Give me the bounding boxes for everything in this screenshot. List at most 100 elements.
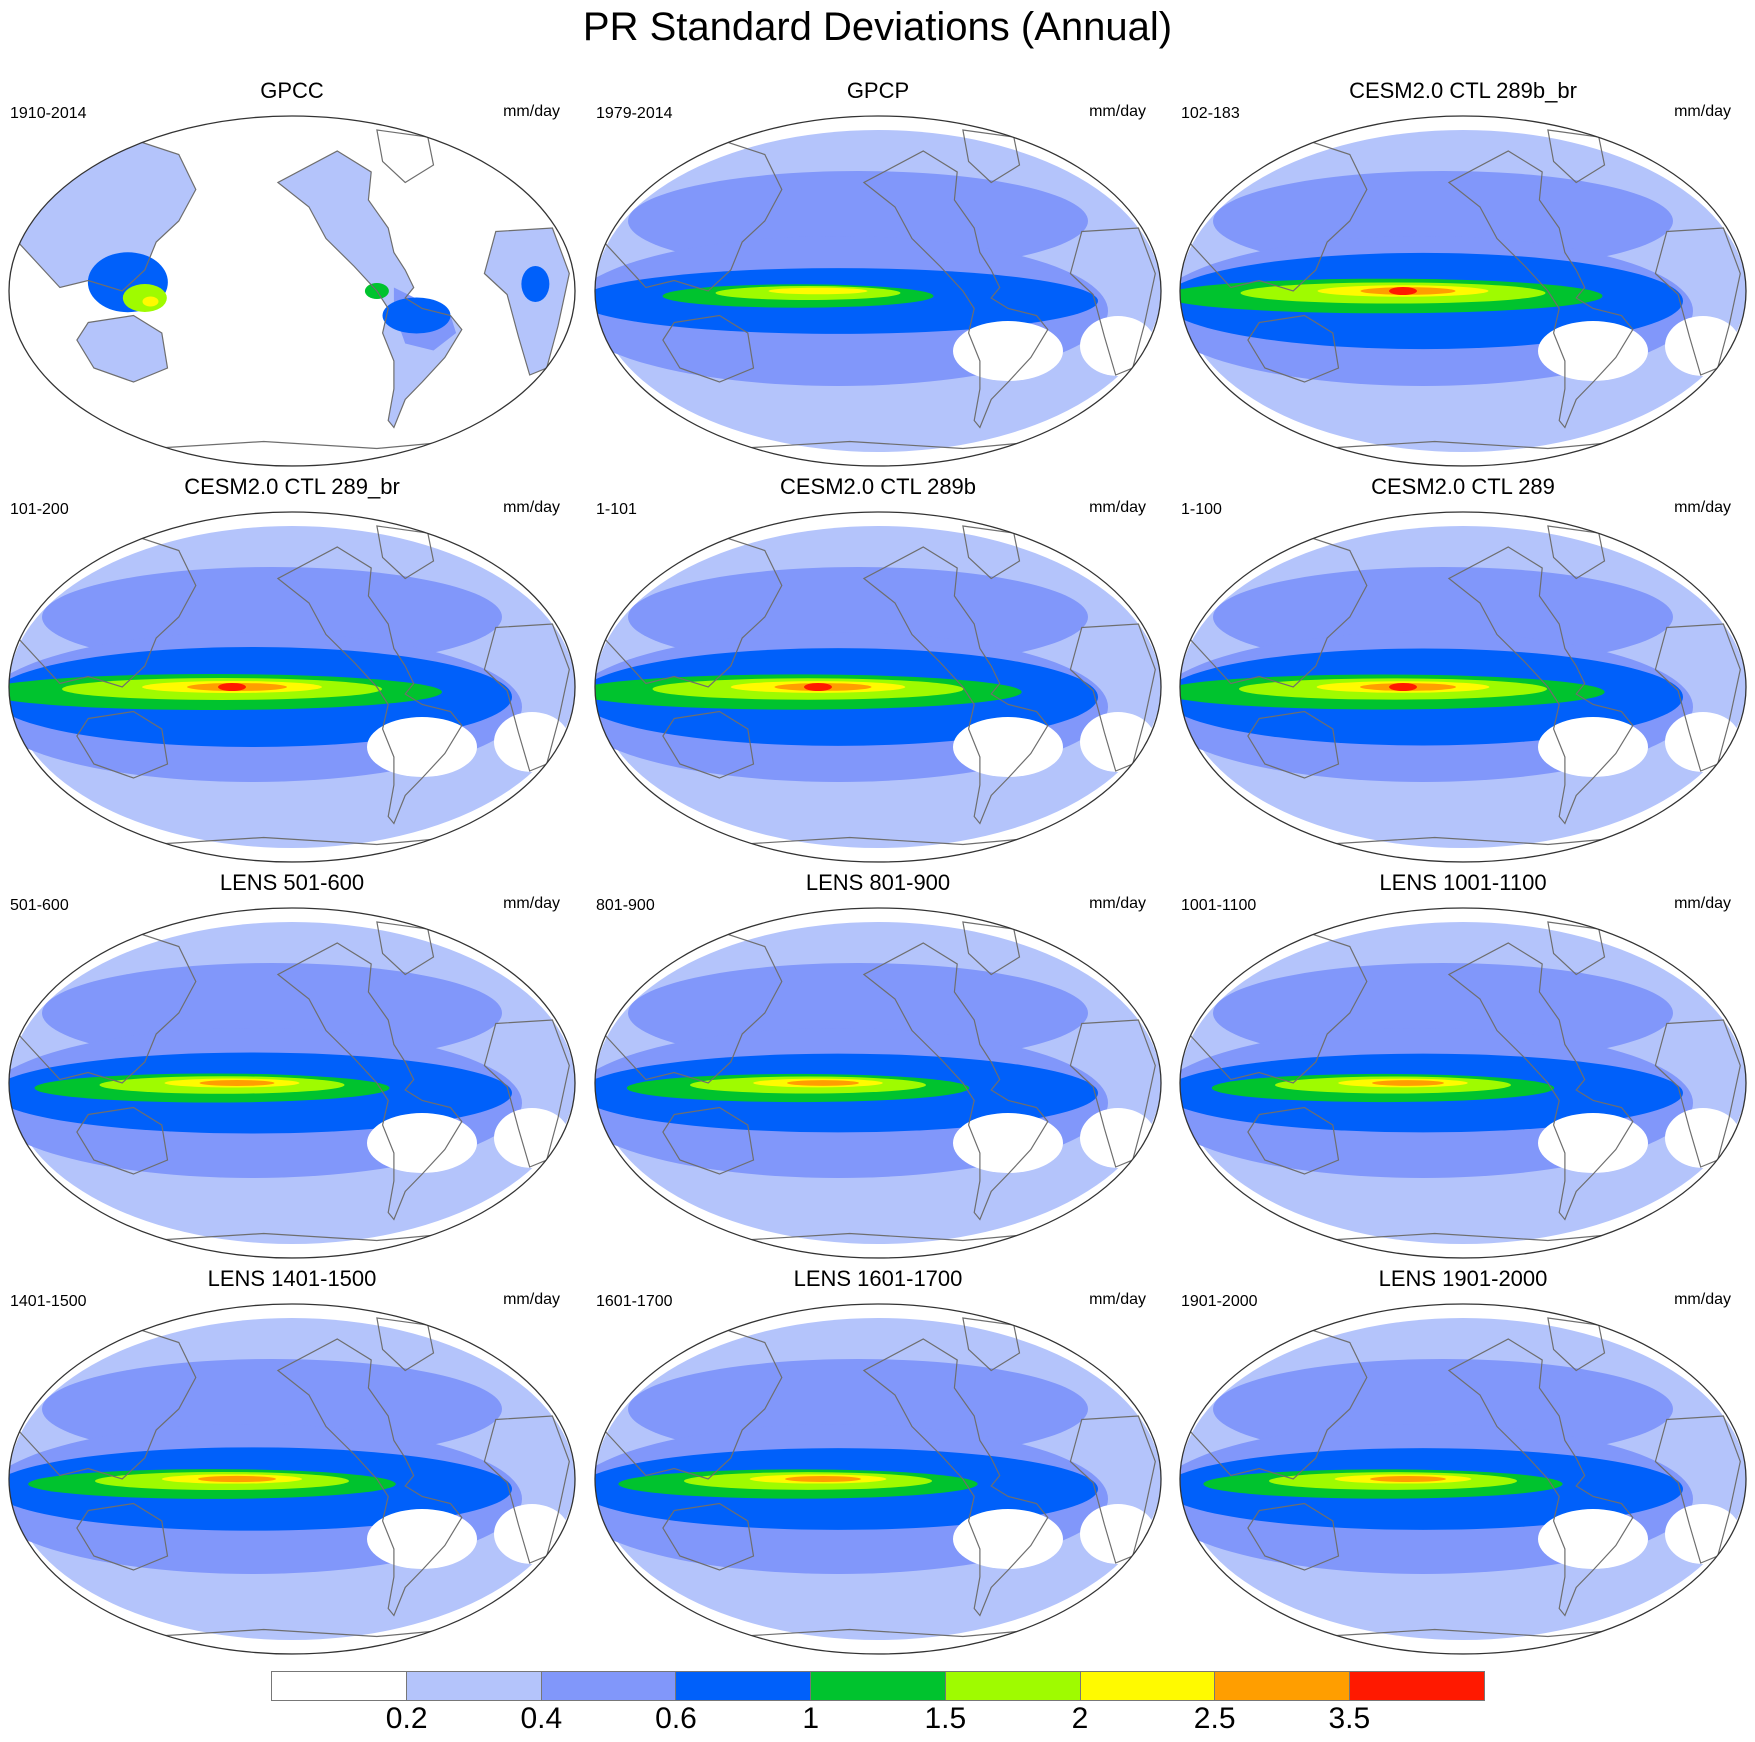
colorbar-swatch xyxy=(1215,1672,1351,1700)
panel-units: mm/day xyxy=(1674,895,1731,912)
map-panel: GPCC 1910-2014 mm/day xyxy=(0,78,584,478)
panel-title: CESM2.0 CTL 289_br xyxy=(184,474,400,499)
colorbar-tick-label: 0.6 xyxy=(655,1702,697,1735)
map-boundary xyxy=(594,115,1162,467)
map-boundary xyxy=(594,1303,1162,1655)
map-boundary xyxy=(8,115,576,467)
panel-period: 1401-1500 xyxy=(10,1293,87,1310)
panel-units: mm/day xyxy=(1674,1291,1731,1308)
panel-title: LENS 1401-1500 xyxy=(207,1266,377,1291)
map-panel: LENS 801-900 801-900 mm/day xyxy=(586,870,1170,1270)
map-panel: LENS 501-600 501-600 mm/day xyxy=(0,870,584,1270)
map-boundary xyxy=(594,907,1162,1259)
panel-period: 1-100 xyxy=(1181,501,1222,518)
colorbar-swatch xyxy=(945,1672,1081,1700)
colorbar-swatch xyxy=(541,1672,677,1700)
world-map xyxy=(1179,115,1747,467)
world-map xyxy=(594,115,1162,467)
world-map xyxy=(8,511,576,863)
colorbar-tick-label: 0.2 xyxy=(385,1702,428,1735)
map-panel: LENS 1901-2000 1901-2000 mm/day xyxy=(1171,1266,1755,1666)
map-boundary xyxy=(1179,907,1747,1259)
colorbar-tick-label: 1.5 xyxy=(924,1702,967,1735)
map-panel: CESM2.0 CTL 289 1-100 mm/day xyxy=(1171,474,1755,874)
panel-units: mm/day xyxy=(1089,895,1146,912)
precip-field xyxy=(595,116,1161,466)
map-panel: LENS 1001-1100 1001-1100 mm/day xyxy=(1171,870,1755,1270)
precip-field xyxy=(9,908,575,1258)
precip-field xyxy=(9,116,575,466)
panel-units: mm/day xyxy=(503,1291,560,1308)
map-boundary xyxy=(1179,511,1747,863)
panel-period: 1001-1100 xyxy=(1181,897,1257,914)
map-boundary xyxy=(8,907,576,1259)
world-map xyxy=(8,1303,576,1655)
panel-period: 1-101 xyxy=(596,501,637,518)
panel-period: 101-200 xyxy=(10,501,69,518)
map-boundary xyxy=(594,511,1162,863)
world-map xyxy=(1179,1303,1747,1655)
map-panel: CESM2.0 CTL 289b_br 102-183 mm/day xyxy=(1171,78,1755,478)
colorbar-swatch xyxy=(676,1672,812,1700)
colorbar-tick-label: 2.5 xyxy=(1193,1702,1236,1735)
panel-title: GPCC xyxy=(260,78,324,103)
map-boundary xyxy=(1179,1303,1747,1655)
world-map xyxy=(8,907,576,1259)
colorbar-swatch xyxy=(1350,1672,1485,1700)
panel-units: mm/day xyxy=(503,103,560,120)
panel-period: 1901-2000 xyxy=(1181,1293,1258,1310)
precip-field xyxy=(1180,908,1746,1258)
colorbar: 0.2 0.4 0.6 1 1.5 2 2.5 3.5 xyxy=(271,1671,1485,1742)
panel-title: LENS 801-900 xyxy=(805,870,951,895)
world-map xyxy=(1179,511,1747,863)
panel-title: LENS 1001-1100 xyxy=(1379,870,1547,895)
panel-period: 1979-2014 xyxy=(596,105,673,122)
precip-field xyxy=(9,1304,575,1654)
world-map xyxy=(8,115,576,467)
precip-field xyxy=(595,1304,1161,1654)
panel-units: mm/day xyxy=(1674,103,1731,120)
panel-title: CESM2.0 CTL 289b_br xyxy=(1349,78,1577,103)
map-panel: CESM2.0 CTL 289b 1-101 mm/day xyxy=(586,474,1170,874)
panel-period: 501-600 xyxy=(10,897,69,914)
colorbar-swatch xyxy=(406,1672,542,1700)
panel-title: GPCP xyxy=(846,78,910,103)
colorbar-swatch xyxy=(1080,1672,1216,1700)
panel-title: LENS 1601-1700 xyxy=(793,1266,963,1291)
panel-units: mm/day xyxy=(503,895,560,912)
map-boundary xyxy=(1179,115,1747,467)
colorbar-tick-label: 3.5 xyxy=(1328,1702,1371,1735)
panel-title: CESM2.0 CTL 289 xyxy=(1371,474,1555,499)
colorbar-tick-label: 1 xyxy=(802,1702,819,1735)
panel-units: mm/day xyxy=(1089,103,1146,120)
panel-units: mm/day xyxy=(1674,499,1731,516)
panel-period: 1601-1700 xyxy=(596,1293,673,1310)
map-panel: LENS 1401-1500 1401-1500 mm/day xyxy=(0,1266,584,1666)
panel-units: mm/day xyxy=(1089,499,1146,516)
panel-title: LENS 1901-2000 xyxy=(1378,1266,1548,1291)
colorbar-tick-label: 2 xyxy=(1071,1702,1089,1735)
map-panel: LENS 1601-1700 1601-1700 mm/day xyxy=(586,1266,1170,1666)
precip-field xyxy=(1180,1304,1746,1654)
precip-field xyxy=(1180,116,1746,466)
colorbar-swatches xyxy=(271,1671,1485,1701)
precip-field xyxy=(1180,512,1746,862)
world-map xyxy=(594,511,1162,863)
panel-period: 1910-2014 xyxy=(10,105,87,122)
world-map xyxy=(1179,907,1747,1259)
precip-field xyxy=(595,908,1161,1258)
map-boundary xyxy=(8,511,576,863)
figure-title: PR Standard Deviations (Annual) xyxy=(582,5,1173,49)
panel-units: mm/day xyxy=(1089,1291,1146,1308)
panel-period: 801-900 xyxy=(596,897,655,914)
panel-title: LENS 501-600 xyxy=(219,870,365,895)
precip-field xyxy=(595,512,1161,862)
map-boundary xyxy=(8,1303,576,1655)
panel-units: mm/day xyxy=(503,499,560,516)
panel-period: 102-183 xyxy=(1181,105,1240,122)
colorbar-swatch xyxy=(272,1672,407,1700)
panel-title: CESM2.0 CTL 289b xyxy=(779,474,977,499)
colorbar-swatch xyxy=(811,1672,946,1700)
colorbar-tick-label: 0.4 xyxy=(520,1702,563,1735)
